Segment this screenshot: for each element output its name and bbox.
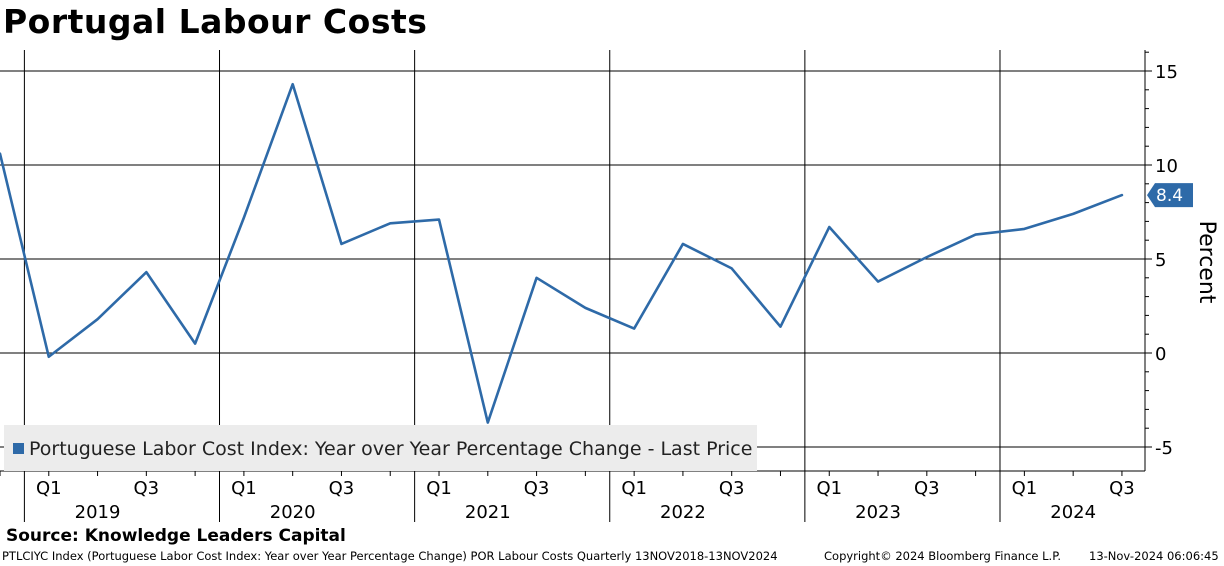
year-label-2021: 2021 — [465, 502, 511, 523]
xtick-label-q1: Q1 — [1012, 478, 1038, 499]
legend: Portuguese Labor Cost Index: Year over Y… — [4, 425, 757, 471]
xtick-label-q1: Q1 — [231, 478, 257, 499]
line-chart: Portuguese Labor Cost Index: Year over Y… — [0, 50, 1219, 523]
legend-swatch — [13, 443, 24, 454]
last-value-badge: 8.4 — [1147, 183, 1193, 208]
series-line — [0, 82, 1124, 424]
xtick-label-q3: Q3 — [329, 478, 355, 499]
grid-lines — [0, 50, 1145, 471]
legend-background — [4, 425, 757, 471]
last-value-label: 8.4 — [1156, 186, 1183, 206]
tick-labels: -5 0 5 10 15 Q1 Q3 2019 Q1 Q3 2020 Q1 Q3 2021 Q1 Q3 2022… — [36, 62, 1178, 523]
xtick-label-q1: Q1 — [621, 478, 647, 499]
footer-ticker: PTLCIYC Index (Portuguese Labor Cost Ind… — [2, 549, 778, 563]
year-label-2020: 2020 — [270, 502, 316, 523]
year-label-2019: 2019 — [75, 502, 121, 523]
xtick-label-q3: Q3 — [1109, 478, 1135, 499]
chart-title: Portugal Labour Costs — [3, 2, 428, 41]
series-layer — [0, 82, 1124, 424]
ytick-label: 0 — [1155, 344, 1166, 365]
ytick-label: -5 — [1155, 438, 1173, 459]
legend-label: Portuguese Labor Cost Index: Year over Y… — [29, 438, 752, 460]
last-value-box — [1147, 183, 1193, 208]
ytick-label: 15 — [1155, 62, 1178, 83]
year-label-2024: 2024 — [1050, 502, 1096, 523]
xtick-label-q3: Q3 — [524, 478, 550, 499]
source-note: Source: Knowledge Leaders Capital — [6, 526, 346, 546]
xtick-label-q1: Q1 — [426, 478, 452, 499]
year-label-2022: 2022 — [660, 502, 706, 523]
xtick-label-q3: Q3 — [719, 478, 745, 499]
footer-timestamp: 13-Nov-2024 06:06:45 — [1089, 549, 1219, 563]
xtick-label-q1: Q1 — [816, 478, 842, 499]
ytick-label: 10 — [1155, 156, 1178, 177]
xtick-label-q3: Q3 — [134, 478, 160, 499]
xtick-label-q1: Q1 — [36, 478, 62, 499]
footer-copyright: Copyright© 2024 Bloomberg Finance L.P. — [824, 549, 1061, 563]
y-axis-label: Percent — [1194, 221, 1219, 304]
year-label-2023: 2023 — [855, 502, 901, 523]
ytick-label: 5 — [1155, 250, 1166, 271]
xtick-label-q3: Q3 — [914, 478, 940, 499]
